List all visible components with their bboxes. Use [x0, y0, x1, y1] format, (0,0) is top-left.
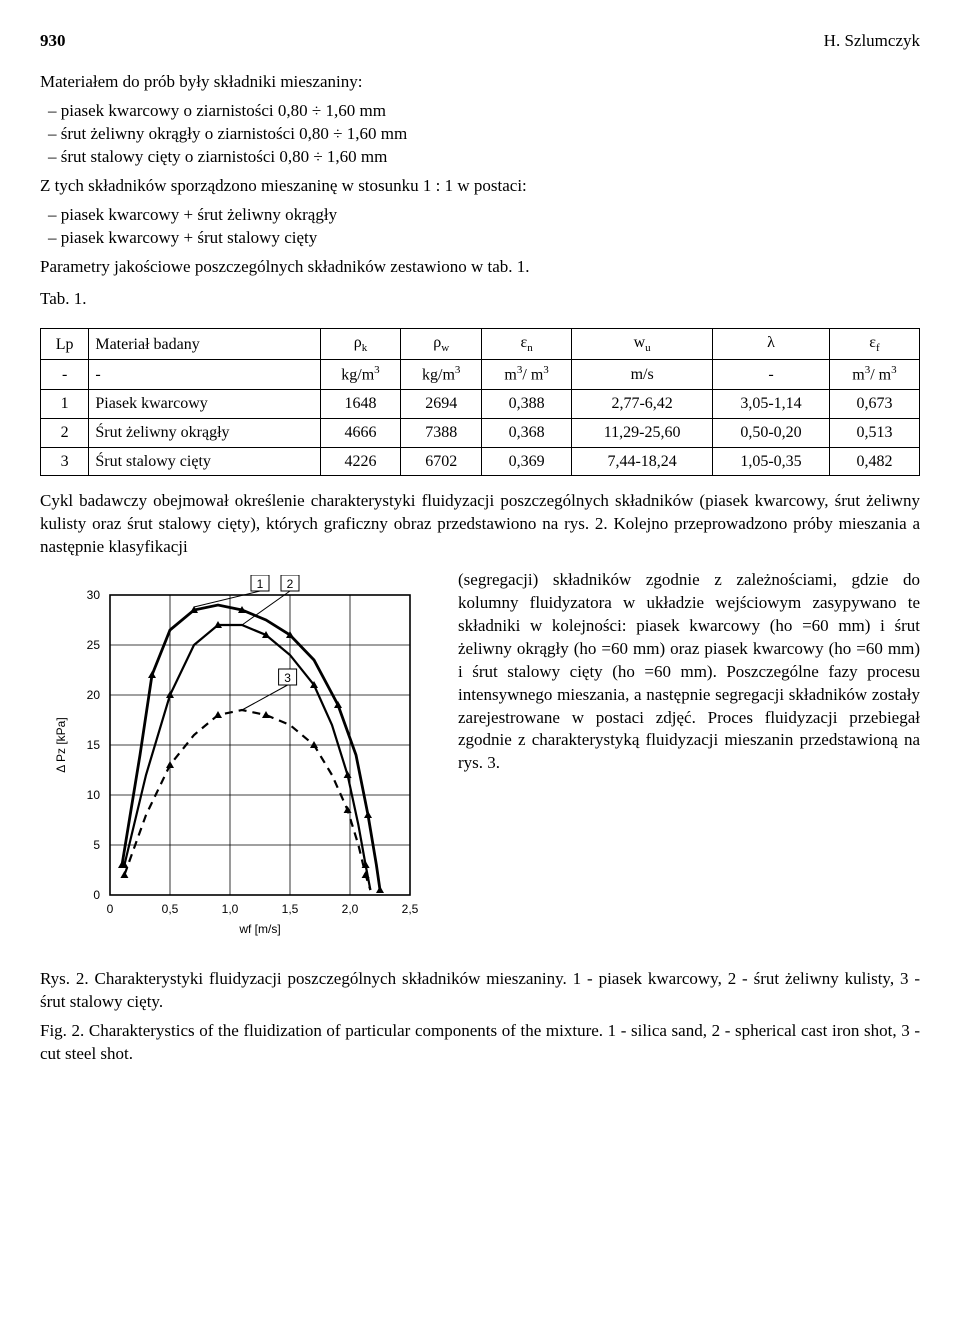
- list-item: śrut stalowy cięty o ziarnistości 0,80 ÷…: [40, 146, 920, 169]
- parameters-table: LpMateriał badanyρkρwεnwuλεf--kg/m3kg/m3…: [40, 328, 920, 476]
- svg-text:wf [m/s]: wf [m/s]: [238, 922, 280, 936]
- aftermix-text: Parametry jakościowe poszczególnych skła…: [40, 256, 920, 279]
- svg-text:20: 20: [87, 688, 101, 702]
- svg-text:0,5: 0,5: [162, 902, 179, 916]
- svg-text:1,0: 1,0: [222, 902, 239, 916]
- page-number: 930: [40, 30, 66, 53]
- svg-text:15: 15: [87, 738, 101, 752]
- bullets-2: piasek kwarcowy + śrut żeliwny okrągłypi…: [40, 204, 920, 250]
- bullets-1: piasek kwarcowy o ziarnistości 0,80 ÷ 1,…: [40, 100, 920, 169]
- svg-text:25: 25: [87, 638, 101, 652]
- list-item: śrut żeliwny okrągły o ziarnistości 0,80…: [40, 123, 920, 146]
- svg-text:0: 0: [93, 888, 100, 902]
- list-item: piasek kwarcowy + śrut stalowy cięty: [40, 227, 920, 250]
- list-item: piasek kwarcowy o ziarnistości 0,80 ÷ 1,…: [40, 100, 920, 123]
- fig2-caption-en: Fig. 2. Charakterystics of the fluidizat…: [40, 1020, 920, 1066]
- svg-text:Δ Pz [kPa]: Δ Pz [kPa]: [54, 717, 68, 772]
- fig2-caption-pl: Rys. 2. Charakterystyki fluidyzacji posz…: [40, 968, 920, 1014]
- svg-text:10: 10: [87, 788, 101, 802]
- svg-text:1: 1: [257, 577, 264, 591]
- svg-text:5: 5: [93, 838, 100, 852]
- below-table-text: Cykl badawczy obejmował określenie chara…: [40, 490, 920, 559]
- svg-text:2,5: 2,5: [402, 902, 419, 916]
- figure-2-chart: 0 0,5 1,0 1,5 2,0 2,5 0 5 10 15 20 25 30 wf [m/s] Δ Pz…: [40, 575, 440, 962]
- table-caption: Tab. 1.: [40, 288, 920, 311]
- mid-text: Z tych składników sporządzono mieszaninę…: [40, 175, 920, 198]
- list-item: piasek kwarcowy + śrut żeliwny okrągły: [40, 204, 920, 227]
- svg-text:0: 0: [107, 902, 114, 916]
- svg-text:30: 30: [87, 588, 101, 602]
- intro-text: Materiałem do prób były składniki miesza…: [40, 71, 920, 94]
- svg-text:2,0: 2,0: [342, 902, 359, 916]
- svg-text:3: 3: [284, 671, 291, 685]
- svg-text:1,5: 1,5: [282, 902, 299, 916]
- page-author: H. Szlumczyk: [824, 30, 920, 53]
- svg-text:2: 2: [287, 577, 294, 591]
